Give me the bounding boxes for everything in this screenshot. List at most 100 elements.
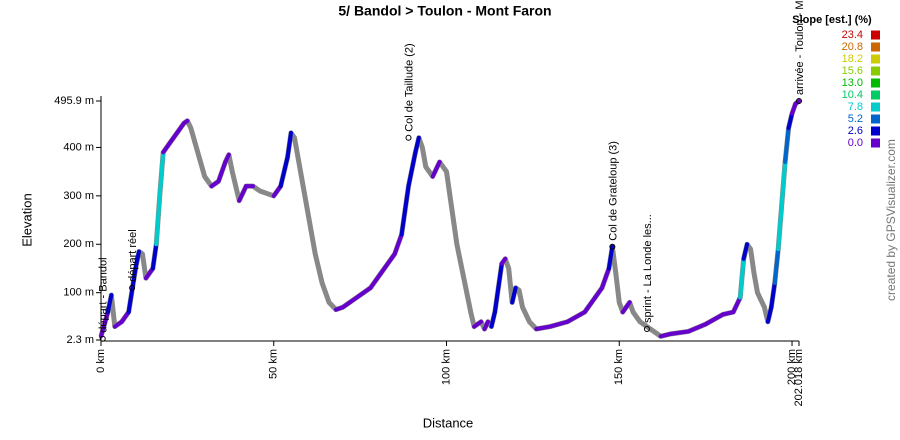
legend-label: 15.6 [842, 65, 863, 77]
slope-segment [347, 293, 363, 305]
waypoint-label: départ - Bandol [98, 257, 110, 332]
slope-segment [237, 184, 249, 203]
slope-segment [606, 244, 615, 271]
slope-segment [403, 184, 411, 213]
legend-swatch [871, 30, 880, 40]
legend-label: 18.2 [842, 53, 863, 65]
slope-segment [133, 249, 142, 271]
slope-segment [510, 285, 518, 305]
slope-segment [216, 159, 228, 184]
slope-segment [624, 300, 632, 310]
slope-segment [779, 159, 788, 208]
slope-segment [154, 193, 162, 247]
slope-segment [99, 310, 110, 339]
slope-segment [783, 126, 791, 164]
y-tick-label: 2.3 m [66, 334, 94, 346]
slope-segment [731, 295, 743, 315]
slope-segment [472, 319, 484, 329]
slope-segment [772, 247, 781, 286]
legend-swatch [871, 90, 880, 100]
slope-segment [482, 319, 490, 332]
x-axis-title: Distance [423, 415, 474, 430]
legend-label: 13.0 [842, 77, 863, 89]
slope-segment [489, 310, 497, 329]
slope-segment [430, 159, 442, 179]
waypoint-label: sprint - La Londe les... [642, 214, 654, 323]
slope-segment [669, 329, 691, 336]
slope-segment [534, 324, 553, 332]
waypoint [99, 335, 106, 342]
slope-segment [786, 111, 795, 131]
x-tick-label: 200 km [786, 349, 798, 385]
legend-label: 23.4 [842, 29, 863, 41]
waypoint [796, 98, 802, 104]
slope-segment [565, 310, 587, 324]
y-tick-label: 100 m [63, 287, 94, 299]
slope-segment [105, 293, 114, 315]
slope-segment [157, 150, 166, 198]
waypoint-label: arrivée - Toulon - M... [794, 0, 806, 95]
slope-segment [769, 281, 777, 310]
slope-segment [703, 312, 725, 327]
slope-segment [548, 319, 570, 329]
legend-swatch [871, 126, 880, 136]
elevation-line [98, 99, 801, 339]
legend-swatch [871, 138, 880, 148]
slope-segment [399, 208, 408, 237]
x-tick-label: 0 km [95, 349, 107, 373]
legend-label: 5.2 [848, 113, 863, 125]
waypoint-label: Col de Grateloup (3) [607, 141, 619, 241]
slope-segment [492, 285, 501, 315]
slope-segment [765, 305, 774, 324]
slope-segment [278, 155, 290, 189]
y-tick-label: 200 m [63, 238, 94, 250]
legend-swatch [871, 54, 880, 64]
slope-segment [150, 242, 159, 271]
legend-label: 20.8 [842, 41, 863, 53]
y-tick-label: 300 m [63, 190, 94, 202]
waypoint-label: départ réel [127, 229, 139, 282]
waypoint [643, 326, 650, 333]
legend-title: Slope [est.] (%) [792, 14, 872, 26]
slope-segment [413, 135, 421, 155]
slope-segment [686, 322, 708, 334]
legend-swatch [871, 114, 880, 124]
waypoint [129, 284, 136, 291]
x-tick-label: 50 km [268, 349, 280, 379]
slope-segment [776, 203, 784, 252]
waypoint [609, 243, 616, 250]
slope-segment [406, 150, 418, 189]
slope-segment [358, 285, 373, 298]
y-tick-label: 495.9 m [54, 95, 94, 107]
slope-segment [285, 130, 294, 160]
legend-swatch [871, 66, 880, 76]
slope-segment [382, 251, 397, 271]
slope-segment [392, 232, 404, 256]
slope-segment [741, 242, 750, 261]
slope-segment [499, 256, 508, 266]
chart-title: 5/ Bandol > Toulon - Mont Faron [338, 3, 551, 19]
y-tick-label: 400 m [63, 141, 94, 153]
x-tick-label: 202.018 km [793, 349, 805, 406]
legend-label: 0.0 [848, 137, 863, 149]
legend-swatch [871, 42, 880, 52]
slope-segment [181, 118, 190, 126]
waypoint-label: Col de Taillude (2) [403, 43, 415, 131]
legend-swatch [871, 78, 880, 88]
waypoint [405, 134, 412, 141]
slope-segment [368, 266, 387, 290]
legend-label: 2.6 [848, 125, 863, 137]
slope-segment [582, 295, 598, 315]
legend-swatch [871, 102, 880, 112]
slope-segment [496, 261, 504, 290]
credit: created by GPSVisualizer.com [884, 139, 898, 301]
slope-segment [738, 256, 746, 300]
x-tick-label: 150 km [613, 349, 625, 385]
slope-segment [599, 266, 611, 290]
legend-label: 10.4 [842, 89, 863, 101]
slope-segment [223, 152, 231, 164]
x-tick-label: 100 km [440, 349, 452, 385]
legend-label: 7.8 [848, 101, 863, 113]
y-axis-title: Elevation [19, 193, 34, 246]
